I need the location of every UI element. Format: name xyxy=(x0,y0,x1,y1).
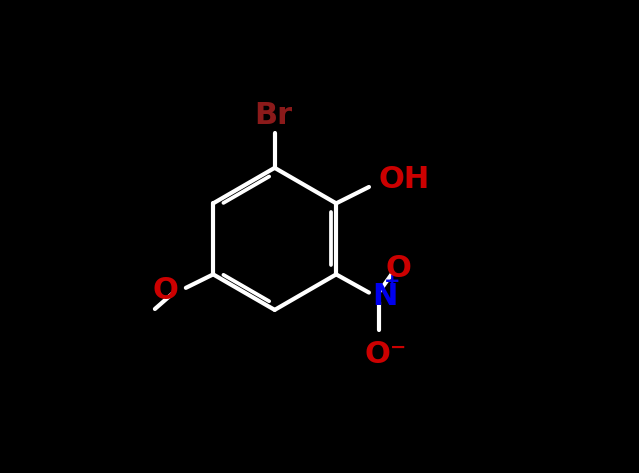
Text: N: N xyxy=(373,282,398,311)
Text: OH: OH xyxy=(378,165,429,194)
Text: Br: Br xyxy=(254,101,292,130)
Text: +: + xyxy=(384,272,401,291)
Text: O: O xyxy=(153,276,178,305)
Text: O: O xyxy=(364,340,390,369)
Text: −: − xyxy=(390,338,406,357)
Text: O: O xyxy=(386,254,412,283)
